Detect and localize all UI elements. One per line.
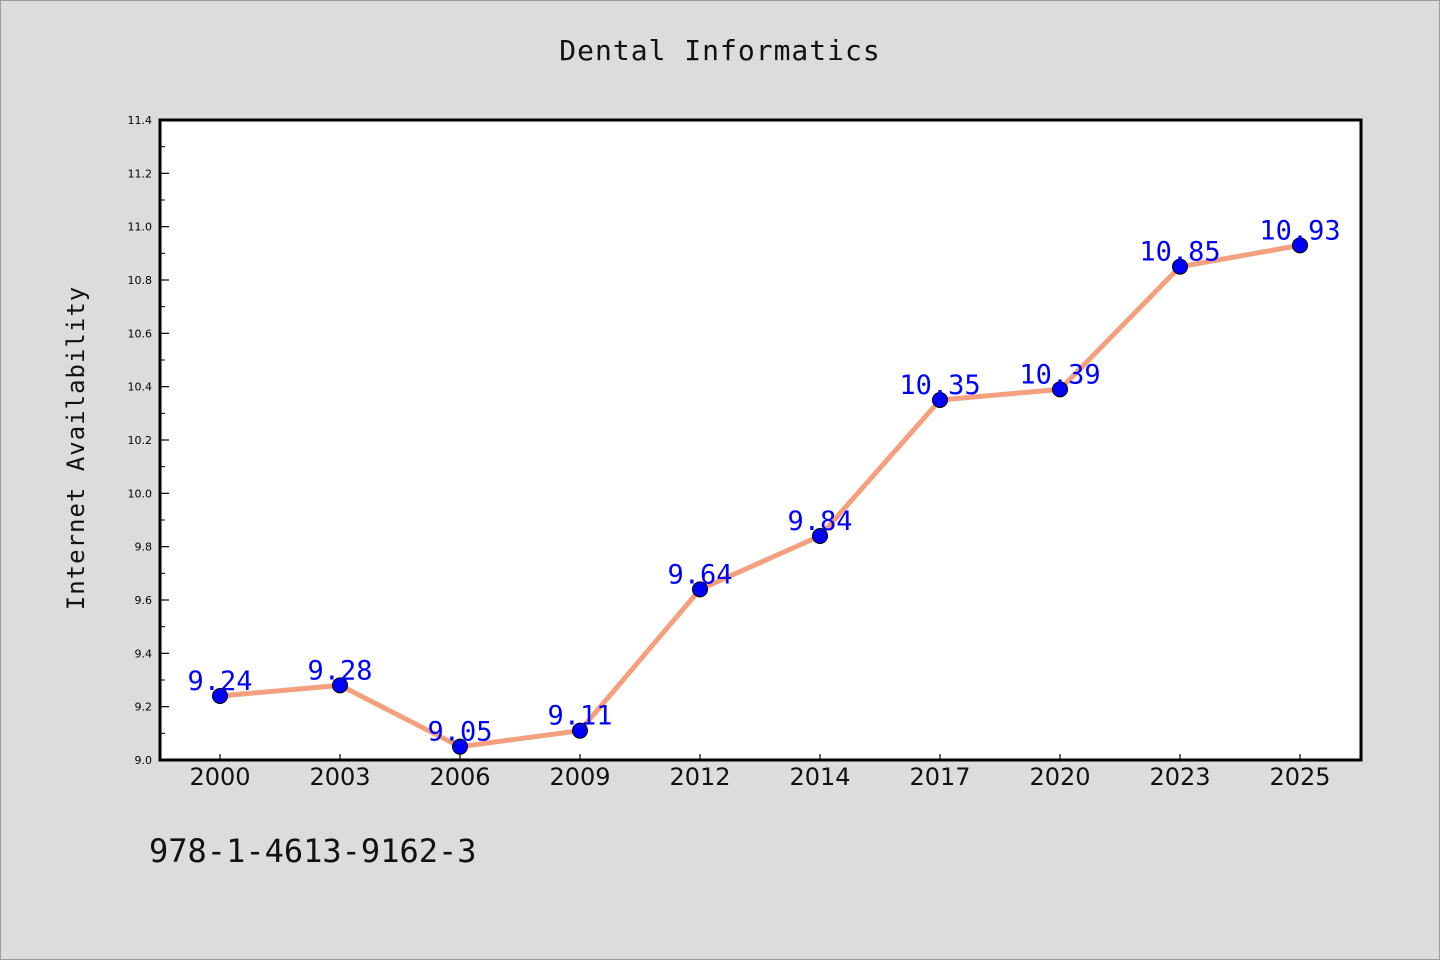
y-axis: 9.0 9.2 9.4 9.6 9.8 10.0 10.2 10.4 10.6 10.8 11.0 1… <box>128 114 169 767</box>
data-point <box>452 738 468 755</box>
x-tick-label: 2006 <box>429 763 490 791</box>
series-line-group <box>217 242 1303 750</box>
y-axis-label: Internet Availability <box>62 286 90 610</box>
y-tick-label: 11.0 <box>128 221 153 234</box>
plot-area <box>158 118 1363 762</box>
data-point <box>332 677 348 694</box>
data-label: 10.39 <box>1019 359 1100 390</box>
data-point <box>1292 237 1308 254</box>
y-tick-label: 10.6 <box>128 327 153 340</box>
data-point <box>572 722 588 739</box>
data-point <box>812 528 828 544</box>
data-label: 9.05 <box>427 717 492 748</box>
x-tick-label: 2000 <box>189 763 250 791</box>
y-tick-label: 10.8 <box>128 274 153 287</box>
data-label: 9.24 <box>187 666 252 697</box>
series-points-group <box>212 237 1308 755</box>
y-tick-label: 10.2 <box>128 434 153 447</box>
y-tick-label: 11.4 <box>128 114 153 127</box>
x-tick-label: 2017 <box>909 763 970 791</box>
y-tick-label: 9.2 <box>135 701 153 714</box>
chart-title: Dental Informatics <box>559 34 881 67</box>
data-labels-group: 9.24 9.28 9.05 9.11 9.64 9.84 10.35 10.39 10.85 1… <box>187 215 1340 747</box>
y-tick-label: 10.0 <box>128 487 153 500</box>
data-label: 10.85 <box>1139 237 1220 268</box>
y-tick-label: 10.4 <box>128 381 153 394</box>
y-tick-label: 9.4 <box>135 647 153 660</box>
x-tick-label: 2025 <box>1269 763 1330 791</box>
x-tick-label: 2014 <box>789 763 850 791</box>
y-tick-label: 9.6 <box>135 594 153 607</box>
data-point <box>212 688 228 704</box>
y-tick-label: 9.8 <box>135 541 153 554</box>
x-tick-label: 2020 <box>1029 763 1090 791</box>
x-tick-label: 2003 <box>309 763 370 791</box>
data-label: 10.35 <box>899 370 980 401</box>
data-point <box>692 581 708 598</box>
series-line <box>217 242 1303 750</box>
data-label: 9.11 <box>547 701 612 732</box>
x-axis: 2000 2003 2006 2009 2012 2014 2017 2020 2023 2025 <box>189 754 1331 791</box>
x-tick-label: 2009 <box>549 763 610 791</box>
data-label: 9.64 <box>667 559 732 590</box>
data-label: 9.84 <box>787 506 852 537</box>
data-label: 9.28 <box>307 655 372 686</box>
data-point <box>932 392 948 408</box>
isbn-text: 978-1-4613-9162-3 <box>149 832 477 870</box>
x-tick-label: 2012 <box>669 763 730 791</box>
x-tick-label: 2023 <box>1149 763 1210 791</box>
data-label: 10.93 <box>1259 215 1340 246</box>
data-point <box>1052 381 1068 398</box>
data-point <box>1172 258 1188 275</box>
y-tick-label: 9.0 <box>135 754 153 767</box>
y-tick-label: 11.2 <box>128 167 153 180</box>
